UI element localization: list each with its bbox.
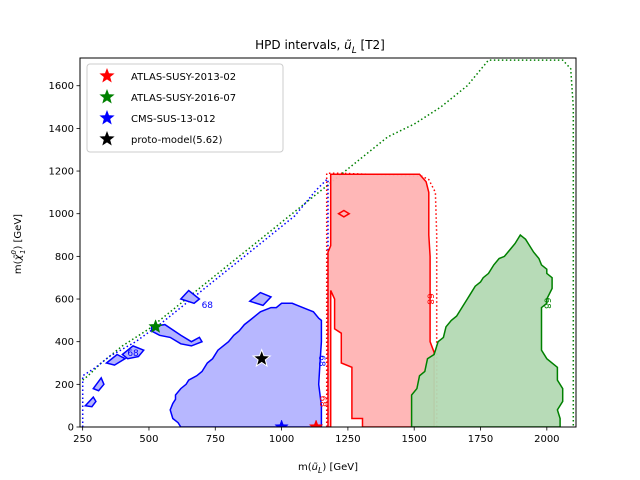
x-tick-label: 2000 xyxy=(534,434,559,445)
series-2-island-1 xyxy=(92,376,105,392)
series-2-hpd-region xyxy=(169,302,323,427)
legend-box xyxy=(86,63,284,153)
y-axis-label: m(χ̃01) [GeV] xyxy=(10,214,27,274)
y-tick-label: 1600 xyxy=(49,81,74,92)
legend: ATLAS-SUSY-2013-02 ATLAS-SUSY-2016-07 CMS-… xyxy=(86,63,284,153)
y-tick-label: 1000 xyxy=(49,209,74,220)
x-axis-label: m(ũL) [GeV] xyxy=(298,462,358,475)
contour-level-label-4: 68 xyxy=(202,301,214,311)
legend-star-marker-1 xyxy=(99,89,115,104)
series-0-best-fit-star xyxy=(308,419,324,427)
series-2-island-6 xyxy=(248,291,273,307)
legend-star-marker-0 xyxy=(99,68,115,83)
chart-title: HPD intervals, ũL [T2] xyxy=(255,38,385,56)
legend-star-marker-2 xyxy=(99,110,115,125)
y-tick-label: 1200 xyxy=(49,167,74,178)
series-2-island-4 xyxy=(150,323,204,347)
series-1-dotted-outline xyxy=(82,59,575,427)
axes-frame xyxy=(79,57,577,428)
series-0-hpd-region xyxy=(327,173,435,427)
x-tick-label: 500 xyxy=(139,434,158,445)
series-3-best-fit-star xyxy=(251,348,272,368)
legend-entry-label-0: ATLAS-SUSY-2013-02 xyxy=(131,72,236,83)
plot-area: 68 68 68 68 68 68 xyxy=(81,59,575,427)
x-tick-label: 1250 xyxy=(335,434,360,445)
series-1-hpd-region xyxy=(410,233,564,427)
series-1-best-fit-star xyxy=(148,319,163,333)
y-tick-label: 800 xyxy=(55,252,74,263)
series-2-best-fit-star xyxy=(274,419,289,427)
series-2-island-5 xyxy=(179,289,201,305)
legend-entry-label-2: CMS-SUS-13-012 xyxy=(131,114,216,125)
legend-entry-label-1: ATLAS-SUSY-2016-07 xyxy=(131,93,236,104)
x-tick-label: 250 xyxy=(73,434,92,445)
contour-level-label-1: 68 xyxy=(317,396,327,408)
x-tick-label: 1500 xyxy=(401,434,426,445)
y-tick-label: 1400 xyxy=(49,124,74,135)
plot-content: 68 68 68 68 68 68 xyxy=(81,59,575,427)
y-tick-label: 400 xyxy=(55,337,74,348)
contour-level-label-2: 68 xyxy=(541,298,551,310)
legend-star-marker-3 xyxy=(99,131,115,146)
contour-level-label-5: 68 xyxy=(127,349,139,359)
series-2-island-3 xyxy=(121,345,145,360)
series-2-dotted-outline xyxy=(81,178,329,427)
y-tick-label: 0 xyxy=(68,423,74,434)
axes: 250 500 750 1000 1250 1500 1750 2000 0 200 400 600 8… xyxy=(49,57,577,445)
y-tick-label: 600 xyxy=(55,295,74,306)
series-2-island-0 xyxy=(83,395,97,408)
y-tick-label: 200 xyxy=(55,380,74,391)
legend-entry-label-3: proto-model(5.62) xyxy=(131,135,222,146)
series-0-dotted-outline xyxy=(325,172,438,427)
x-tick-label: 750 xyxy=(206,434,225,445)
x-tick-label: 1750 xyxy=(468,434,493,445)
series-0-small-contour xyxy=(337,209,351,218)
series-2-island-2 xyxy=(104,353,127,366)
x-tick-label: 1000 xyxy=(269,434,294,445)
contour-level-label-3: 68 xyxy=(316,355,326,367)
contour-level-label-0: 68 xyxy=(425,293,435,305)
